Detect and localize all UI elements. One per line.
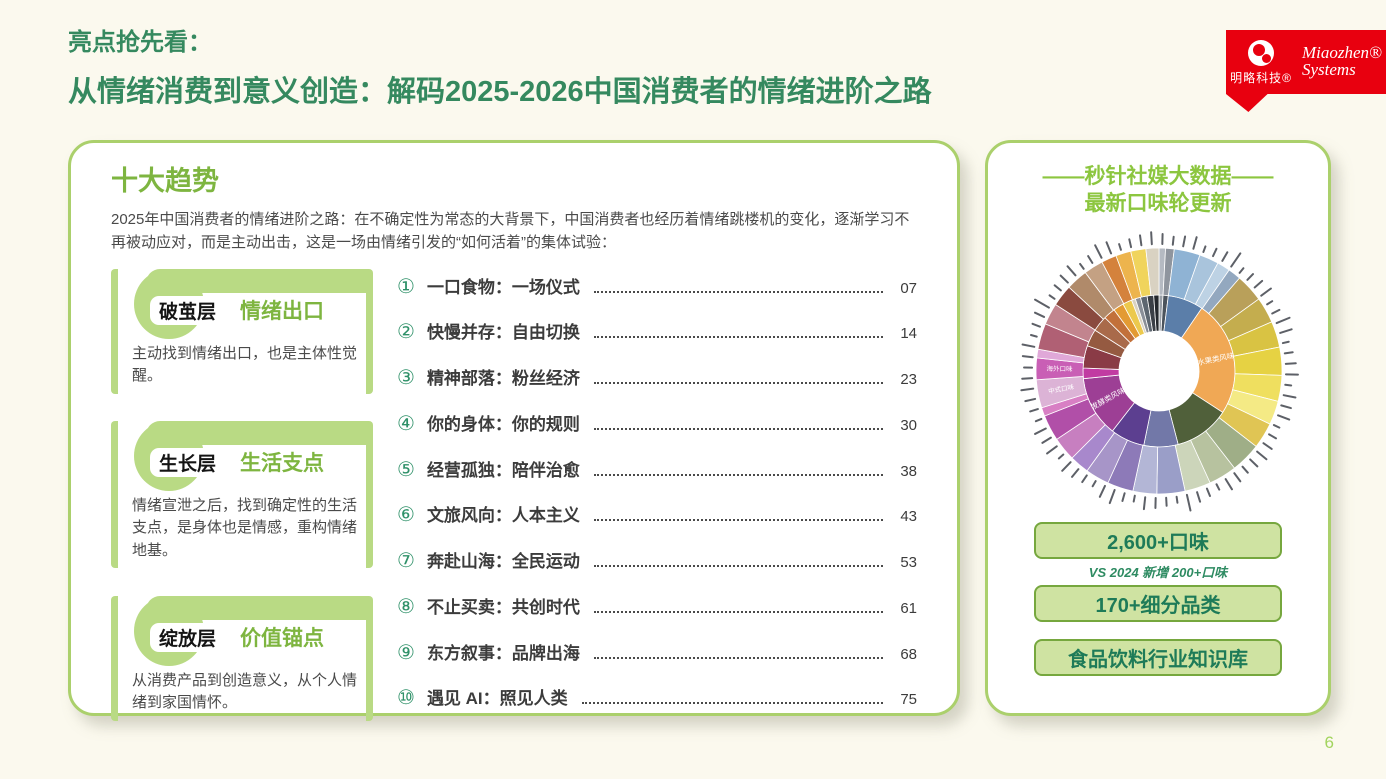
flavor-wheel-heading: ——秒针社媒大数据—— 最新口味轮更新 [1008,163,1308,218]
logo-en-line2: Systems [1301,60,1356,79]
toc-item-8[interactable]: ⑧ 不止买卖：共创时代 61 [397,593,917,619]
slide-kicker: 亮点抢先看： [68,29,212,56]
toc-item-10[interactable]: ⑩ 遇见 AI：照见人类 75 [397,684,917,710]
toc-title: 遇见 AI：照见人类 [426,689,568,709]
toc-title: 文旅风向：人本主义 [426,506,580,526]
layer-card-pojian: 破茧层 情绪出口 主动找到情绪出口，也是主体性觉醒。 [111,268,373,394]
card-tag: 生长层 [150,447,226,477]
toc-dotted-leader [593,473,883,476]
toc-item-7[interactable]: ⑦ 奔赴山海：全民运动 53 [397,547,917,573]
toc-page-number: 30 [900,416,917,434]
card-tag: 绽放层 [150,622,226,652]
toc-number: ② [397,321,415,344]
toc-dotted-leader [593,519,883,522]
wheel-segment-label: 海外口味 [1046,363,1073,372]
toc-page-number: 61 [900,599,917,617]
card-description: 从消费产品到创造意义，从个人情绪到家国情怀。 [132,671,358,712]
toc-number: ① [397,275,415,298]
card-description: 主动找到情绪出口，也是主体性觉醒。 [132,344,358,385]
toc-title: 东方叙事：品牌出海 [426,643,580,663]
toc-dotted-leader [593,382,883,385]
toc-item-3[interactable]: ③ 精神部落：粉丝经济 23 [397,364,917,390]
toc-item-5[interactable]: ⑤ 经营孤独：陪伴治愈 38 [397,456,917,482]
trends-heading: 十大趋势 [111,166,219,196]
layer-card-zhanfang: 绽放层 价值锚点 从消费产品到创造意义，从个人情绪到家国情怀。 [111,595,373,721]
toc-title: 快慢并存：自由切换 [426,323,580,343]
toc-item-2[interactable]: ② 快慢并存：自由切换 14 [397,318,917,344]
page-number: 6 [1324,733,1334,752]
stat-badge-flavors: 2,600+口味 [1034,521,1282,559]
toc-page-number: 53 [900,554,917,572]
layer-cards: 破茧层 情绪出口 主动找到情绪出口，也是主体性觉醒。 生长层 生活支点 情绪宣泄… [111,268,373,721]
card-tag: 破茧层 [150,295,226,325]
toc-dotted-leader [593,427,883,430]
toc-item-4[interactable]: ④ 你的身体：你的规则 30 [397,410,917,436]
stat-badge-knowledge-base: 食品饮料行业知识库 [1034,638,1282,676]
toc-dotted-leader [593,565,883,568]
toc-page-number: 23 [900,371,917,389]
toc-title: 一口食物：一场仪式 [426,277,580,297]
toc-item-9[interactable]: ⑨ 东方叙事：品牌出海 68 [397,639,917,665]
toc-item-1[interactable]: ① 一口食物：一场仪式 07 [397,273,917,299]
toc-dotted-leader [581,702,883,705]
flavor-wheel-panel: ——秒针社媒大数据—— 最新口味轮更新 水果类风味 发酵类风味 中式口味 海外口味 2… [985,140,1331,716]
toc-page-number: 07 [900,279,917,297]
toc-number: ⑩ [397,687,415,710]
wheel-center-hole [1119,330,1199,411]
table-of-contents: ① 一口食物：一场仪式 07 ② 快慢并存：自由切换 14 ③ 精神部落：粉丝经… [397,269,917,721]
ten-trends-panel: 十大趋势 2025年中国消费者的情绪进阶之路：在不确定性为常态的大背景下，中国消… [68,140,960,721]
card-head: 破茧层 情绪出口 [132,268,366,343]
toc-title: 奔赴山海：全民运动 [426,552,580,572]
toc-dotted-leader [593,610,883,613]
toc-number: ③ [397,367,415,390]
trends-intro: 2025年中国消费者的情绪进阶之路：在不确定性为常态的大背景下，中国消费者也经历… [111,211,910,252]
toc-number: ④ [397,412,415,435]
toc-page-number: 14 [900,325,917,343]
card-description: 情绪宣泄之后，找到确定性的生活支点，是身体也是情感，重构情绪地基。 [132,496,358,559]
toc-number: ⑨ [397,641,415,664]
toc-number: ⑥ [397,504,415,527]
toc-title: 你的身体：你的规则 [426,414,580,434]
trends-content-row: 破茧层 情绪出口 主动找到情绪出口，也是主体性觉醒。 生长层 生活支点 情绪宣泄… [111,268,917,721]
card-subtitle: 生活支点 [240,451,324,475]
page-title: 从情绪消费到意义创造：解码2025-2026中国消费者的情绪进阶之路 [68,76,932,108]
layer-card-shengzhang: 生长层 生活支点 情绪宣泄之后，找到确定性的生活支点，是身体也是情感，重构情绪地… [111,420,373,569]
flavor-wheel-chart: 水果类风味 发酵类风味 中式口味 海外口味 [1008,220,1310,522]
toc-number: ⑤ [397,458,415,481]
toc-title: 不止买卖：共创时代 [426,597,580,617]
toc-item-6[interactable]: ⑥ 文旅风向：人本主义 43 [397,501,917,527]
toc-page-number: 43 [900,508,917,526]
toc-dotted-leader [593,336,883,339]
miaozhen-logo-ribbon: 明略科技® Miaozhen® Systems [1226,30,1386,112]
logo-zh-text: 明略科技® [1230,71,1292,85]
card-head: 绽放层 价值锚点 [132,595,366,670]
flavor-wheel-heading-line2: 最新口味轮更新 [1084,192,1232,216]
flavor-wheel-heading-line1: ——秒针社媒大数据—— [1042,165,1274,188]
toc-page-number: 38 [900,462,917,480]
toc-number: ⑦ [397,550,415,573]
toc-title: 经营孤独：陪伴治愈 [426,460,580,480]
stat-badge-categories: 170+细分品类 [1034,584,1282,622]
logo-en-block: Miaozhen® Systems [1302,40,1382,78]
wheel-segment [1145,247,1160,296]
toc-number: ⑧ [397,595,415,618]
toc-title: 精神部落：粉丝经济 [426,369,580,389]
card-subtitle: 价值锚点 [240,626,324,650]
card-head: 生长层 生活支点 [132,420,366,495]
wheel-micro-labels [1020,230,1299,512]
toc-page-number: 68 [900,645,917,663]
stat-note-vs-2024: VS 2024 新增 200+口味 [1088,564,1228,580]
miaozhen-logo-icon [1248,40,1275,66]
toc-page-number: 75 [900,691,917,709]
logo-left-block: 明略科技® [1230,40,1292,86]
logo-en-line1: Miaozhen® [1301,43,1382,62]
card-subtitle: 情绪出口 [240,299,324,323]
toc-dotted-leader [593,656,883,659]
toc-dotted-leader [593,290,883,293]
